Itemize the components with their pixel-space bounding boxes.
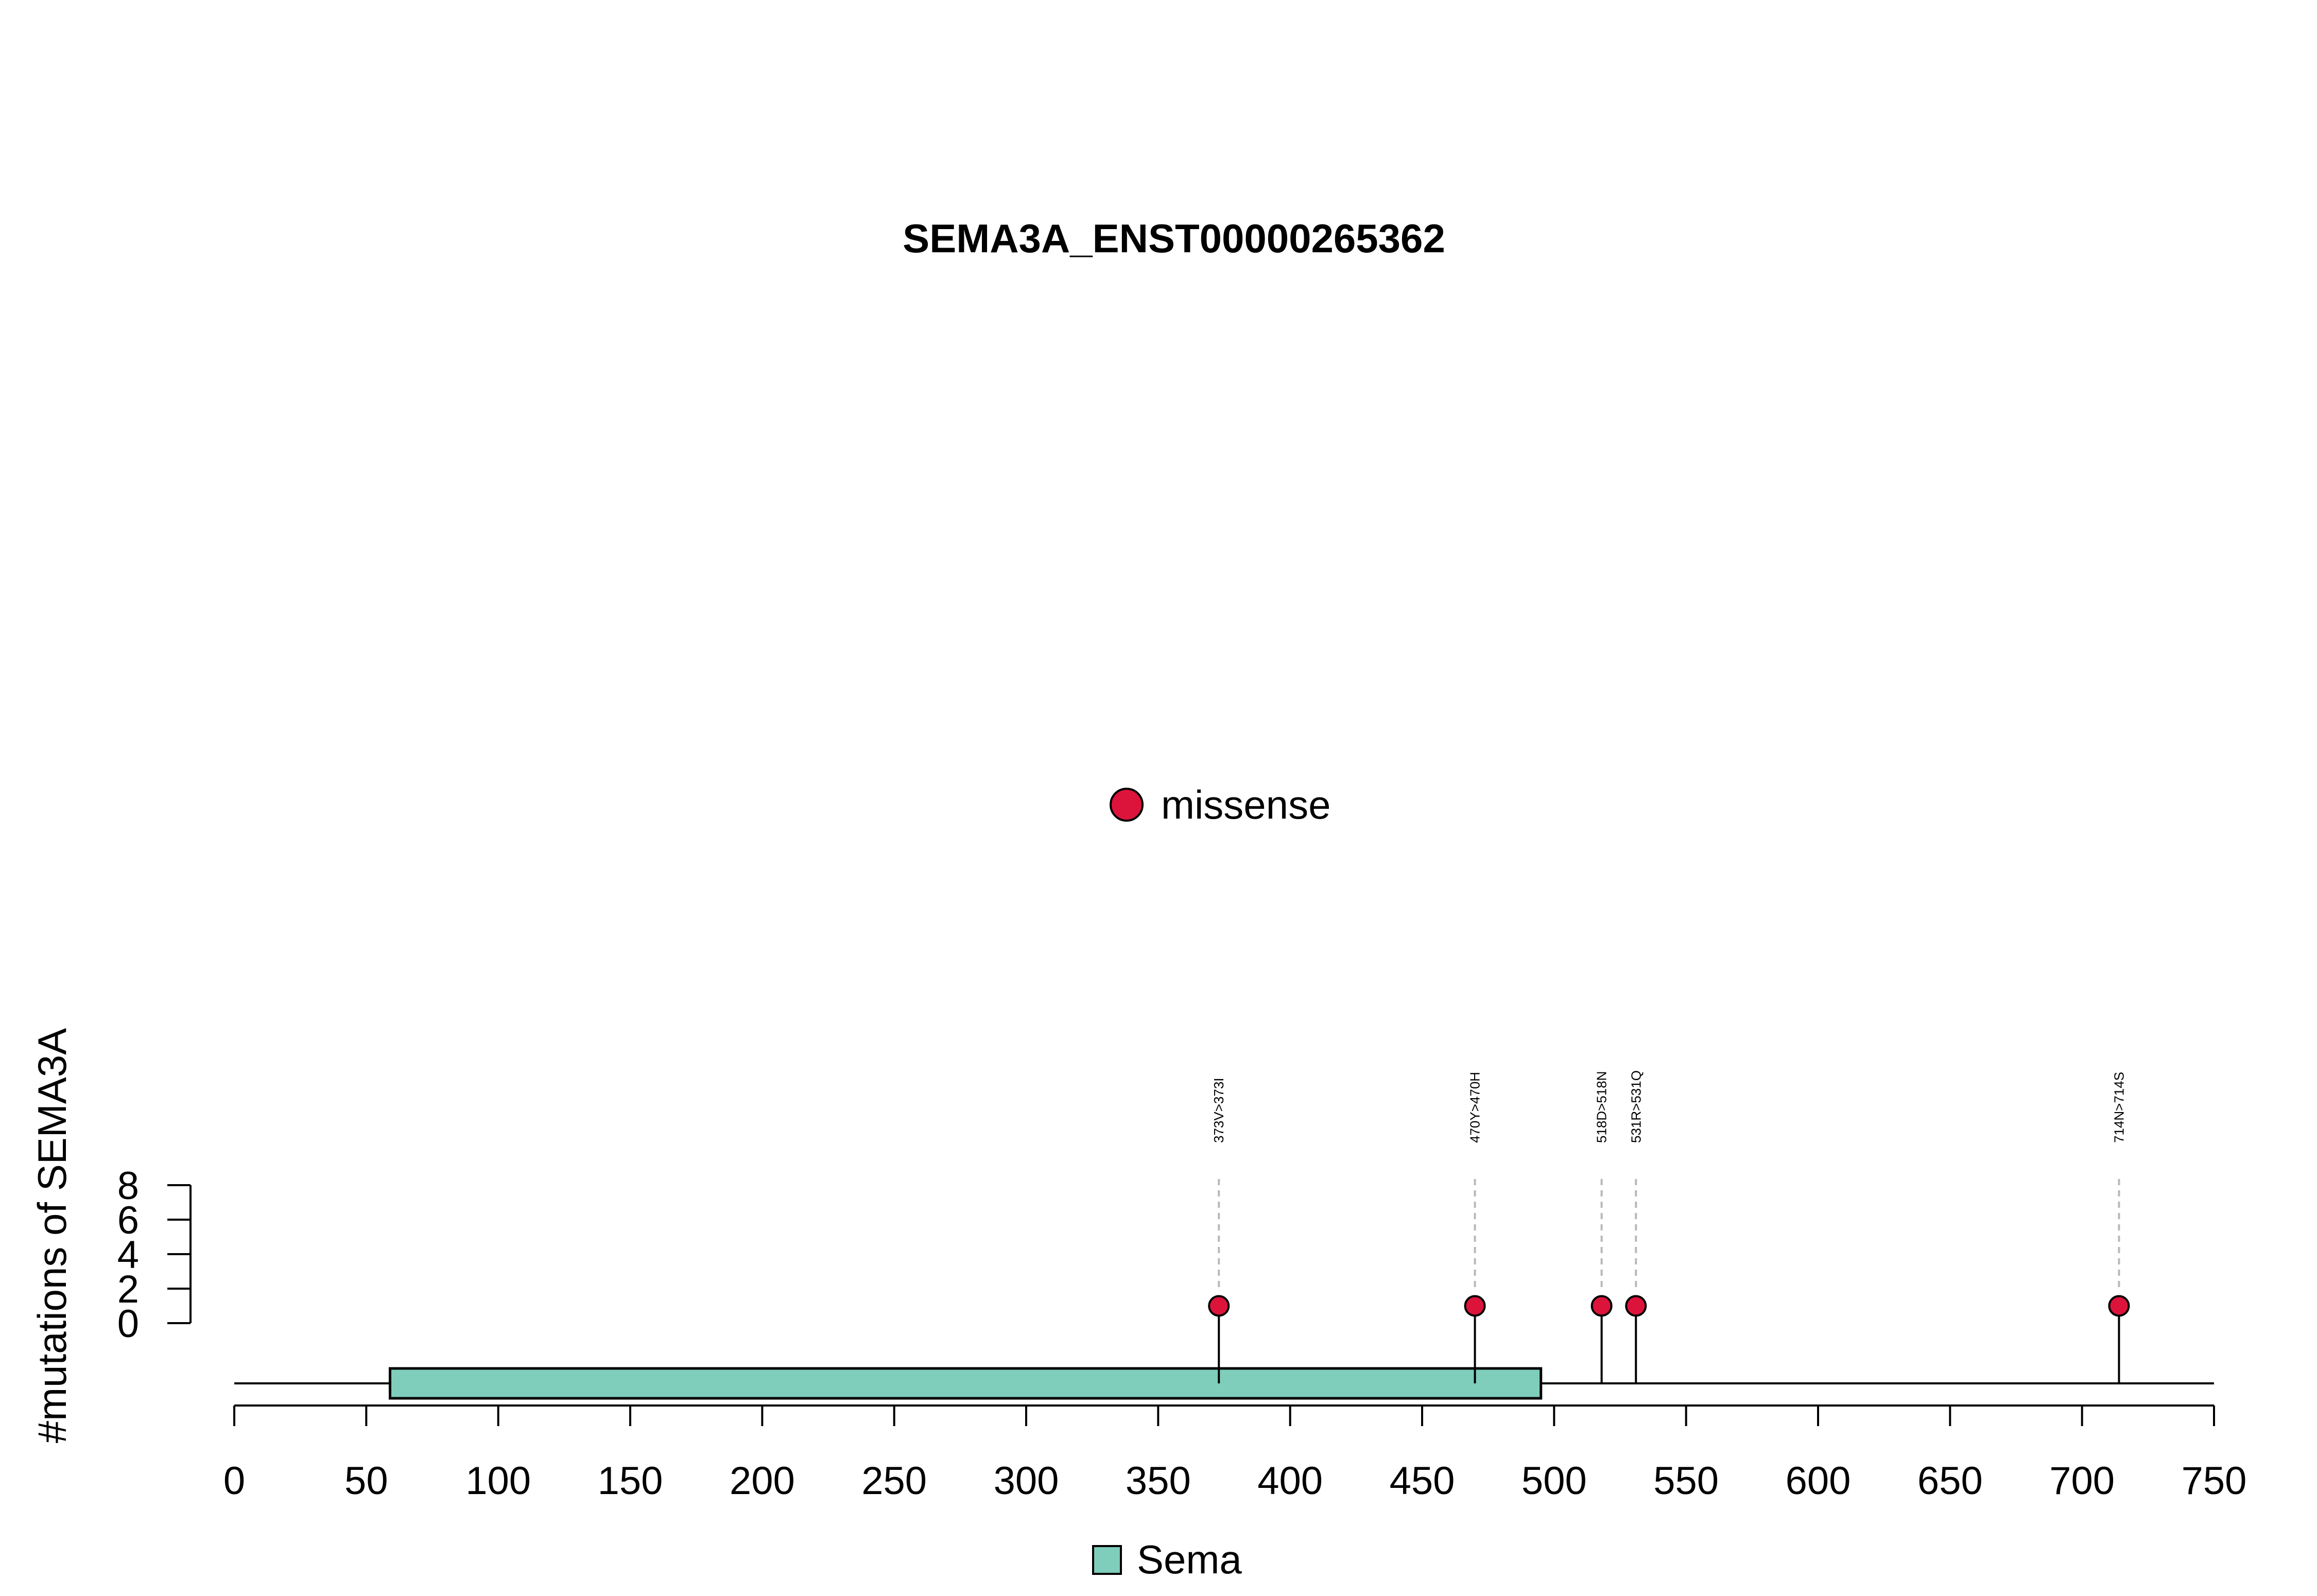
y-tick-label: 4 xyxy=(117,1233,139,1277)
mutation-label-layer: 373V>373I 470Y>470H 518D>518N 531R>531Q 714N… xyxy=(1211,1070,2126,1143)
mutation-label: 373V>373I xyxy=(1211,1078,1226,1143)
legend-sema-swatch xyxy=(1092,1545,1122,1575)
legend-missense-marker xyxy=(1110,788,1144,822)
domain-sema xyxy=(388,1367,1543,1400)
x-axis: 0 50 100 150 200 250 300 350 400 450 500 550 600 650 7… xyxy=(223,1404,2247,1503)
legend-sema-label: Sema xyxy=(1137,1537,1242,1582)
domain-legend: Sema xyxy=(1092,1537,1242,1582)
mutation-label: 470Y>470H xyxy=(1467,1072,1483,1143)
chart-title: SEMA3A_ENST00000265362 xyxy=(903,216,1445,261)
mutation-label: 531R>531Q xyxy=(1628,1070,1644,1143)
x-tick-label: 0 xyxy=(223,1459,245,1503)
x-tick-label: 200 xyxy=(730,1459,795,1503)
mutation-point xyxy=(1464,1295,1486,1317)
x-tick-label: 600 xyxy=(1786,1459,1851,1503)
mutation-point xyxy=(1625,1295,1647,1317)
mutation-label: 518D>518N xyxy=(1594,1071,1610,1143)
stem-layer xyxy=(1218,1179,2120,1383)
mutation-point xyxy=(2108,1295,2130,1317)
x-tick-label: 250 xyxy=(861,1459,927,1503)
x-tick-label: 450 xyxy=(1390,1459,1455,1503)
x-tick-label: 750 xyxy=(2182,1459,2247,1503)
y-tick-label: 2 xyxy=(117,1268,139,1311)
x-tick-label: 700 xyxy=(2049,1459,2115,1503)
x-tick-label: 100 xyxy=(465,1459,531,1503)
y-tick-label: 0 xyxy=(117,1302,139,1346)
x-tick-label: 400 xyxy=(1257,1459,1323,1503)
mutation-label: 714N>714S xyxy=(2111,1072,2126,1143)
y-tick-label: 6 xyxy=(117,1199,139,1242)
y-tick-label: 8 xyxy=(117,1164,139,1208)
domain-layer xyxy=(388,1367,1543,1400)
x-tick-label: 300 xyxy=(994,1459,1059,1503)
x-tick-label: 150 xyxy=(598,1459,663,1503)
mutation-point xyxy=(1590,1295,1613,1317)
x-tick-label: 350 xyxy=(1126,1459,1191,1503)
x-tick-label: 550 xyxy=(1653,1459,1719,1503)
x-tick-label: 50 xyxy=(344,1459,388,1503)
x-tick-label: 500 xyxy=(1521,1459,1587,1503)
mutation-point-layer xyxy=(1208,1295,2130,1317)
mutation-legend: missense xyxy=(1110,782,1330,827)
legend-missense-label: missense xyxy=(1161,782,1330,827)
x-tick-label: 650 xyxy=(1917,1459,1983,1503)
mutation-point xyxy=(1208,1295,1230,1317)
y-axis-label: #mutations of SEMA3A xyxy=(29,1028,75,1443)
